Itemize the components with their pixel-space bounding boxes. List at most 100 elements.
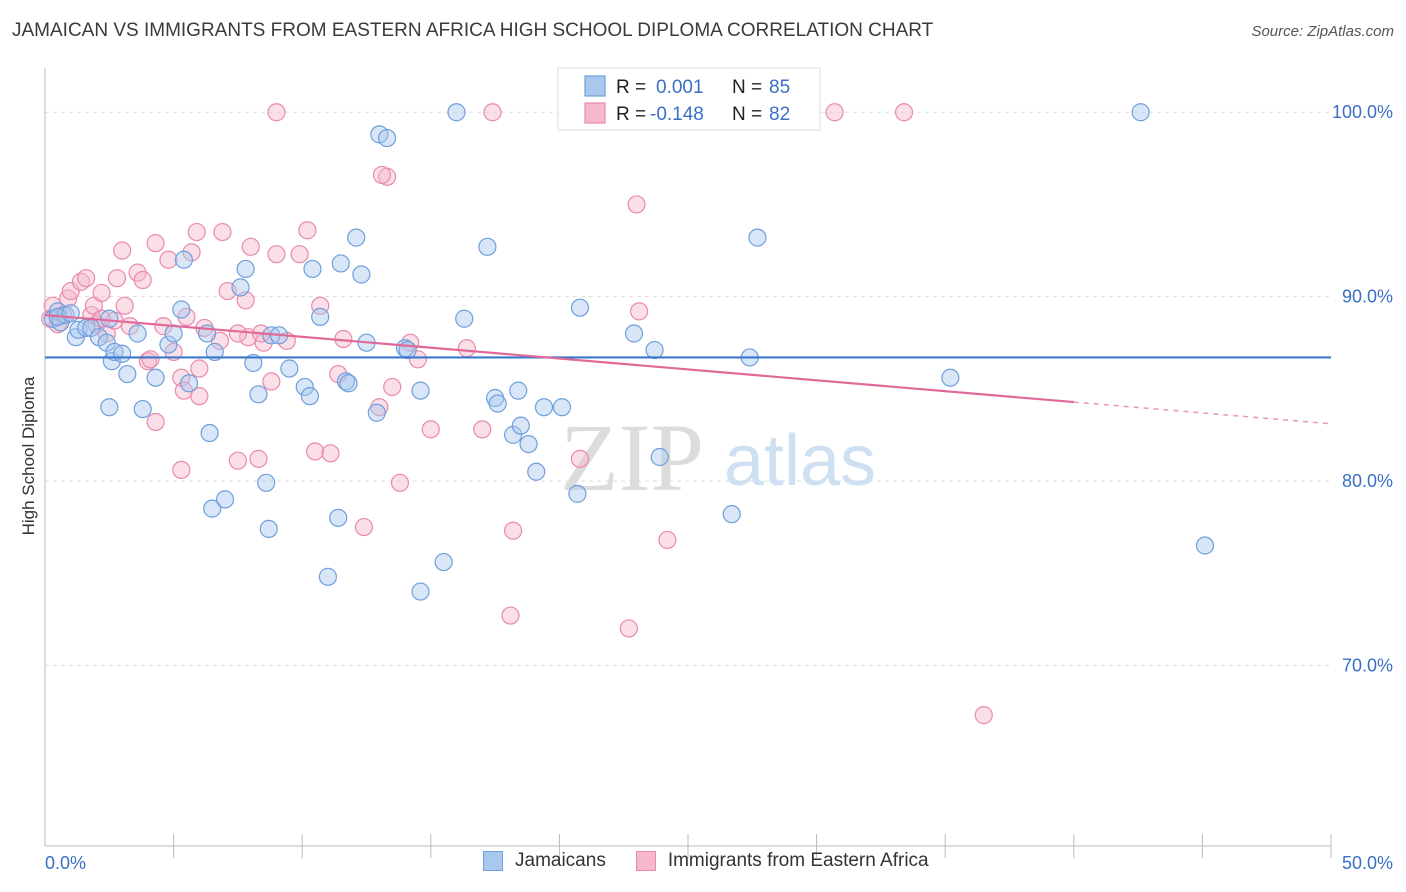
immigrant-point — [241, 237, 260, 256]
jamaican-point — [624, 324, 644, 343]
jamaican-point — [434, 552, 453, 572]
jamaican-point — [527, 462, 546, 481]
jamaican-point — [295, 377, 314, 397]
jamaican-point — [318, 567, 338, 586]
immigrant-point — [408, 350, 428, 369]
immigrant-point — [354, 517, 374, 537]
jamaican-point — [336, 372, 356, 391]
x-axis-ticks — [173, 834, 1332, 858]
legend-r-value-2: -0.148 — [650, 104, 704, 125]
immigrant-point — [228, 324, 247, 343]
immigrant-point — [421, 420, 440, 439]
jamaican-point — [66, 328, 85, 347]
jamaican-point — [568, 484, 587, 503]
jamaican-point — [128, 324, 147, 343]
immigrant-point — [213, 222, 232, 242]
jamaican-point — [100, 398, 119, 417]
jamaican-point — [941, 368, 960, 387]
trend-line-immigrants-extension — [1073, 401, 1332, 425]
jamaican-point — [329, 508, 348, 527]
legend-item-jamaicans[interactable]: Jamaicans — [483, 850, 606, 872]
jamaican-point — [748, 228, 767, 247]
immigrant-point — [483, 103, 502, 122]
immigrant-point — [501, 606, 520, 625]
jamaican-point — [339, 374, 358, 393]
immigrant-point — [974, 706, 993, 725]
immigrant-point — [172, 460, 191, 480]
jamaican-point — [1195, 536, 1215, 555]
jamaican-point — [259, 519, 278, 539]
jamaican-point — [377, 128, 397, 148]
x-tick-label-max: 50.0% — [1342, 853, 1393, 873]
jamaican-point — [411, 582, 430, 601]
trend-line-immigrants — [44, 313, 1074, 404]
jamaican-point — [447, 103, 466, 122]
immigrant-point — [113, 241, 132, 260]
series-jamaicans-points — [43, 103, 1215, 601]
jamaican-point — [257, 473, 276, 492]
immigrant-point — [457, 339, 476, 358]
jamaican-point — [650, 447, 669, 467]
legend-n-value-2: 82 — [769, 104, 790, 125]
immigrant-point — [228, 451, 247, 470]
jamaican-point — [367, 403, 386, 422]
immigrant-point — [187, 222, 206, 242]
jamaican-point — [504, 425, 523, 444]
immigrant-point — [159, 250, 178, 269]
jamaican-point — [511, 416, 530, 435]
jamaican-point — [722, 505, 741, 524]
jamaican-point — [100, 309, 119, 328]
immigrant-point — [92, 283, 111, 303]
legend-top-swatch-pink — [584, 102, 606, 124]
jamaican-point — [113, 344, 132, 363]
immigrant-point — [61, 281, 80, 301]
jamaican-point — [552, 398, 572, 417]
jamaican-point — [411, 381, 430, 400]
legend-top-swatch-blue — [584, 75, 606, 97]
immigrant-point — [570, 449, 590, 468]
jamaican-point — [300, 387, 320, 406]
jamaican-point — [174, 250, 193, 269]
jamaican-point — [331, 254, 350, 273]
immigrant-point — [115, 296, 134, 315]
immigrant-point — [133, 270, 152, 290]
legend-item-immigrants[interactable]: Immigrants from Eastern Africa — [635, 850, 929, 872]
immigrant-point — [658, 530, 677, 550]
y-tick-label: 70.0% — [1342, 655, 1393, 675]
immigrant-point — [504, 521, 523, 540]
source-label: Source: ZipAtlas.com — [1251, 23, 1394, 40]
y-tick-label: 90.0% — [1342, 287, 1393, 307]
legend-swatch-jamaicans — [483, 851, 503, 871]
immigrant-point — [372, 165, 392, 185]
immigrant-point — [77, 269, 96, 288]
immigrant-point — [262, 372, 281, 391]
immigrant-point — [190, 359, 209, 378]
immigrant-point — [107, 269, 127, 288]
legend-r-value-1: 0.001 — [656, 77, 704, 98]
immigrant-point — [267, 245, 286, 264]
immigrant-point — [473, 420, 492, 439]
jamaican-point — [179, 374, 199, 393]
jamaican-point — [118, 364, 137, 384]
legend-top: R = 0.001 N = 85 R = -0.148 N = 82 — [557, 67, 821, 131]
jamaican-point — [97, 333, 116, 352]
jamaican-point — [200, 423, 219, 443]
immigrant-point — [249, 449, 268, 468]
immigrant-point — [390, 473, 410, 492]
immigrant-point — [290, 245, 309, 264]
watermark: ZIP atlas — [560, 404, 876, 511]
immigrant-point — [619, 619, 638, 638]
jamaican-point — [249, 385, 268, 404]
jamaican-point — [231, 278, 250, 297]
jamaican-point — [488, 394, 507, 413]
watermark-zip: ZIP — [560, 404, 704, 511]
jamaican-point — [244, 353, 263, 373]
immigrant-point — [298, 221, 317, 240]
immigrant-point — [267, 103, 286, 122]
y-tick-labels: 70.0% 80.0% 90.0% 100.0% — [1332, 102, 1393, 675]
immigrant-point — [182, 243, 201, 262]
chart-title: JAMAICAN VS IMMIGRANTS FROM EASTERN AFRI… — [12, 20, 934, 41]
legend-r-label-1: R = — [616, 77, 646, 98]
immigrant-point — [190, 387, 209, 406]
jamaican-point — [478, 237, 497, 256]
